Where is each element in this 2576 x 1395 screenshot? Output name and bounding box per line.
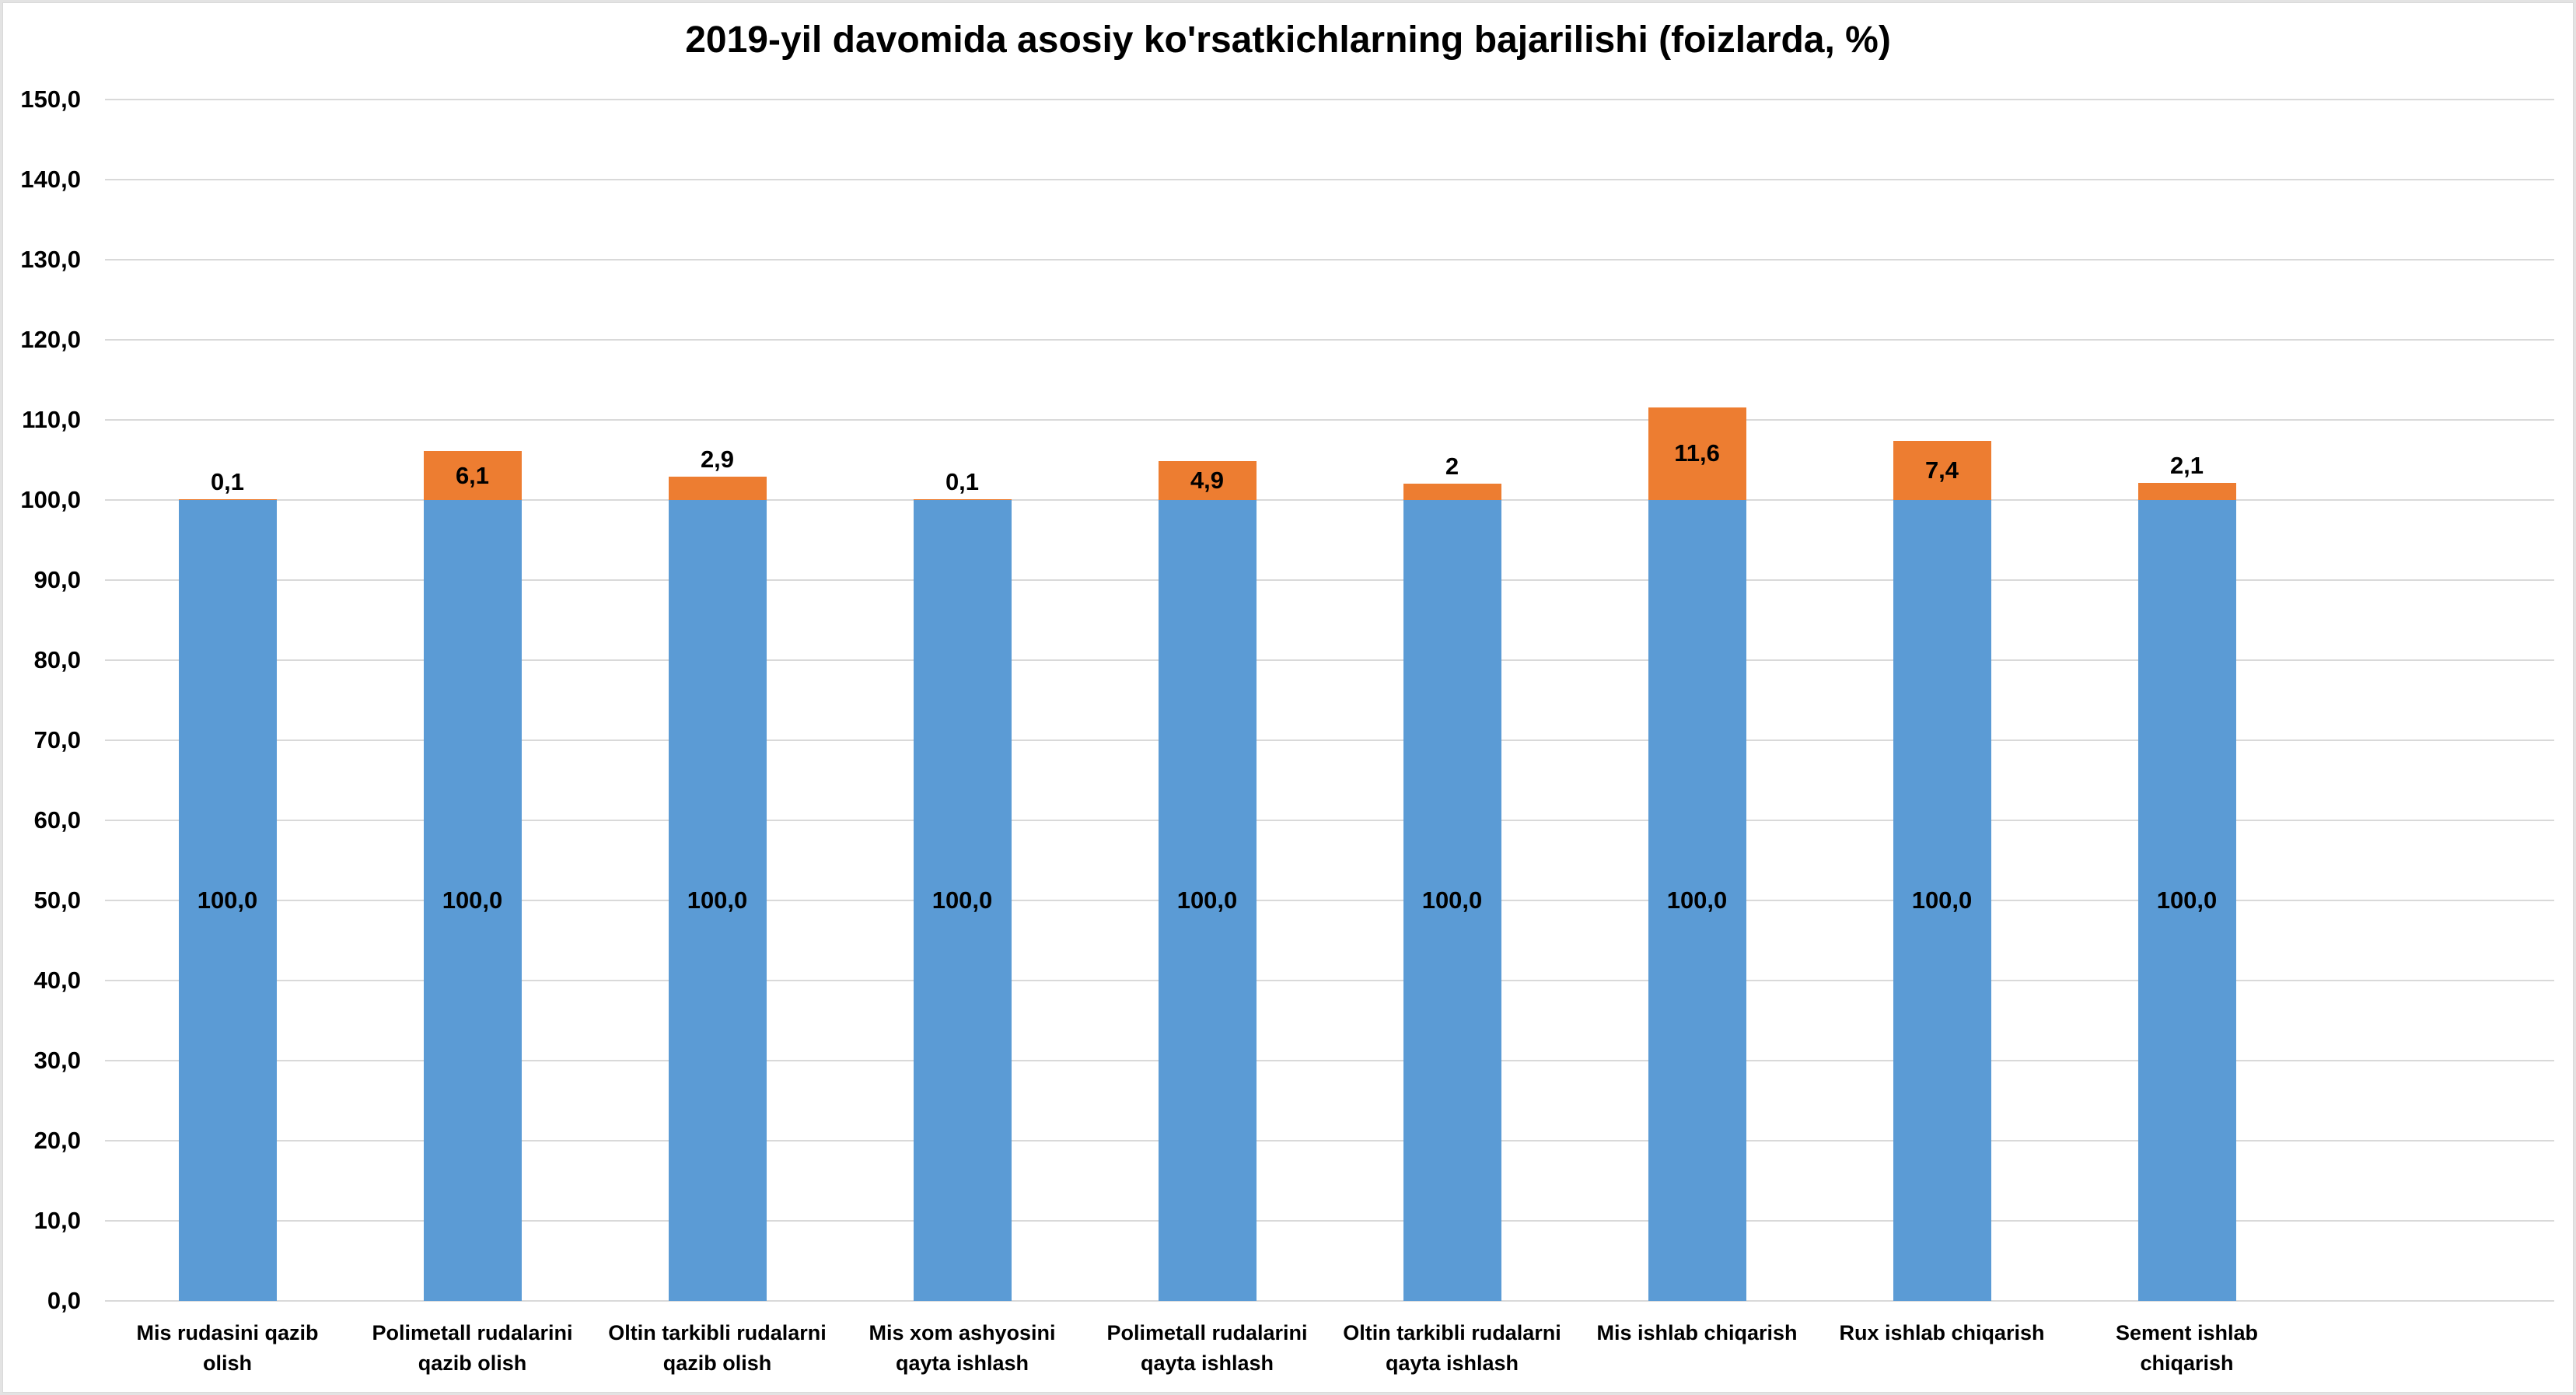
x-tick-label-line: qayta ishlash [1140,1351,1274,1375]
gridline [105,499,2554,501]
x-tick-label-line: qayta ishlash [1385,1351,1519,1375]
gridline [105,179,2554,180]
x-tick-label-line: olish [202,1351,252,1375]
bar-segment-over [1403,484,1501,500]
x-tick-label: Mis rudasini qazib olish [96,1318,360,1379]
bar-segment-over [178,498,277,500]
data-label-base: 100,0 [931,886,993,914]
x-tick-label-line: Mis xom ashyosini [869,1321,1056,1344]
data-label-over: 2,1 [2169,452,2204,480]
x-tick-label: Sement ishlab chiqarish [2055,1318,2319,1379]
gridline [105,1060,2554,1061]
data-label-over: 0,1 [210,467,245,495]
x-tick-label-line: qayta ishlash [895,1351,1029,1375]
y-tick-label: 150,0 [20,86,81,113]
y-tick-label: 0,0 [47,1287,81,1314]
gridline [105,1220,2554,1222]
x-tick-label: Mis xom ashyosini qayta ishlash [830,1318,1095,1379]
data-label-base: 100,0 [1176,886,1238,914]
gridline [105,980,2554,981]
bar-segment-base [2137,500,2236,1301]
y-tick-label: 140,0 [20,166,81,193]
x-tick-label: Polimetall rudalarini qayta ishlash [1075,1318,1340,1379]
data-label-over: 7,4 [1924,456,1959,484]
gridline [105,1140,2554,1142]
x-tick-label-line: Rux ishlab chiqarish [1839,1321,2045,1344]
gridline [105,900,2554,901]
data-label-base: 100,0 [1911,886,1973,914]
gridline [105,419,2554,421]
x-tick-label: Mis ishlab chiqarish [1565,1318,1830,1348]
bar-segment-base [1893,500,1991,1301]
data-label-base: 100,0 [2156,886,2218,914]
x-tick-label: Oltin tarkibli rudalarni qayta ishlash [1320,1318,1585,1379]
y-tick-label: 90,0 [33,566,81,593]
chart-title: 2019-yil davomida asosiy ko'rsatkichlarn… [685,19,1891,61]
data-label-base: 100,0 [1421,886,1483,914]
data-label-over: 6,1 [455,461,490,489]
x-tick-label-line: qazib olish [662,1351,772,1375]
y-tick-label: 20,0 [33,1127,81,1154]
data-label-over: 4,9 [1190,466,1225,494]
data-label-base: 100,0 [1666,886,1728,914]
x-tick-label-line: Polimetall rudalarini [372,1321,573,1344]
bar-segment-base [1403,500,1501,1301]
y-tick-label: 30,0 [33,1047,81,1074]
gridline [105,820,2554,821]
x-tick-label-line: Polimetall rudalarini [1106,1321,1308,1344]
bar-segment-over [1158,460,1257,500]
data-label-over: 2,9 [700,446,735,474]
data-label-over: 0,1 [945,467,980,495]
gridline [105,99,2554,100]
x-axis: Mis rudasini qazib olish Polimetall rudala… [105,1318,2554,1392]
gridline [105,739,2554,741]
gridline [105,259,2554,260]
data-label-over: 11,6 [1674,439,1720,467]
data-label-base: 100,0 [197,886,258,914]
x-tick-label: Polimetall rudalarini qazib olish [341,1318,605,1379]
bar-segment-over [913,498,1012,500]
gridline [105,659,2554,661]
data-label-base: 100,0 [442,886,503,914]
y-tick-label: 70,0 [33,726,81,753]
x-tick-label: Oltin tarkibli rudalarni qazib olish [585,1318,850,1379]
y-tick-label: 120,0 [20,326,81,353]
y-tick-label: 10,0 [33,1207,81,1234]
y-tick-label: 130,0 [20,246,81,273]
y-tick-label: 40,0 [33,967,81,994]
bar-segment-base [1158,500,1257,1301]
x-tick-label-line: Oltin tarkibli rudalarni [608,1321,827,1344]
bar-segment-base [1648,500,1746,1301]
bar-segment-base [668,500,767,1301]
x-tick-label-line: Mis ishlab chiqarish [1596,1321,1798,1344]
y-axis: 0,0 10,0 20,0 30,0 40,0 50,0 60,0 70,0 80,0 90,0 1… [0,86,81,1314]
x-tick-label-line: qazib olish [418,1351,527,1375]
bar-segment-base [178,500,277,1301]
gridline [105,339,2554,341]
y-tick-label: 60,0 [33,806,81,834]
x-tick-label: Rux ishlab chiqarish [1810,1318,2074,1348]
data-label-over: 2 [1445,453,1459,481]
bar-segment-over [2137,483,2236,500]
data-label-base: 100,0 [687,886,748,914]
y-tick-label: 100,0 [20,486,81,513]
x-tick-label-line: Oltin tarkibli rudalarni [1343,1321,1561,1344]
x-tick-label-line: chiqarish [2140,1351,2234,1375]
bar-segment-base [423,500,522,1301]
bar-segment-base [913,500,1012,1301]
bar-segment-over [1648,407,1746,500]
bar-segment-over [668,477,767,500]
plot-area: 100,0 0,1 100,0 6,1 100,0 2,9 100,0 0,1 100,0 4,9… [105,99,2554,1302]
x-tick-label-line: Sement ishlab [2115,1321,2259,1344]
bar-segment-over [1893,440,1991,500]
gridline [105,1300,2554,1302]
y-tick-label: 110,0 [22,406,81,433]
bar-segment-over [423,451,522,500]
gridline [105,579,2554,581]
x-tick-label-line: Mis rudasini qazib [136,1321,319,1344]
y-tick-label: 80,0 [33,646,81,673]
y-tick-label: 50,0 [33,886,81,914]
